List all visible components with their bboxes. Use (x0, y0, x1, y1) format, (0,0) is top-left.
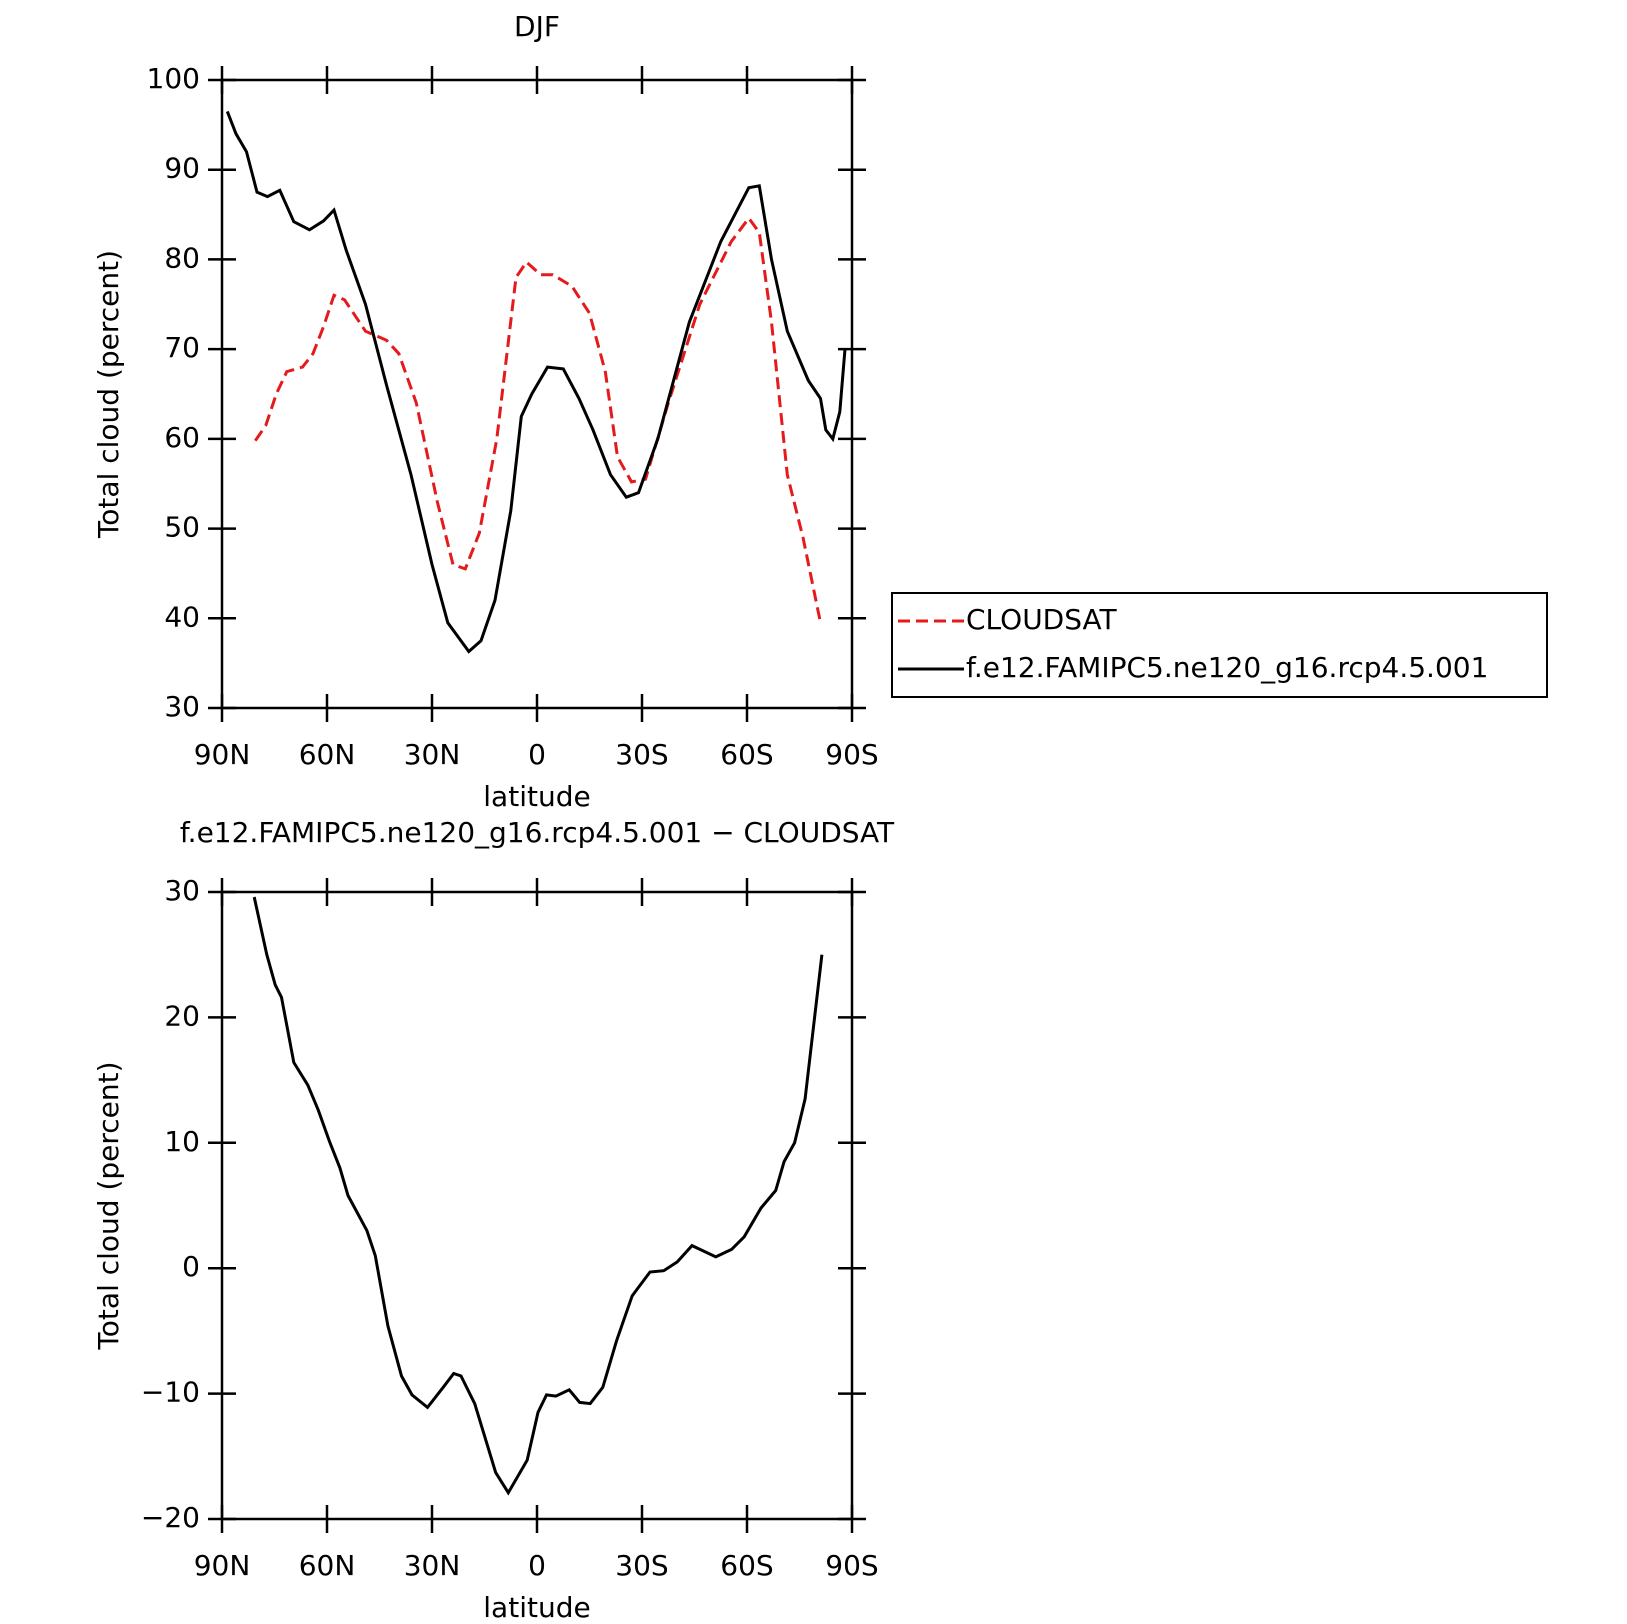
plot-frame (220, 890, 854, 1521)
y-tick-label: 0 (182, 1250, 200, 1283)
x-axis-label: latitude (483, 1591, 590, 1624)
y-tick-label: 100 (147, 62, 200, 95)
x-tick-label: 90N (194, 738, 251, 771)
legend-label: CLOUDSAT (966, 603, 1118, 636)
y-tick-label: 30 (164, 690, 200, 723)
x-tick-label: 90S (825, 1549, 878, 1582)
x-tick-label: 30N (404, 1549, 461, 1582)
y-tick-label: 90 (164, 152, 200, 185)
data-line (254, 215, 822, 624)
y-axis-label: Total cloud (percent) (92, 250, 125, 539)
y-tick-label: 70 (164, 331, 200, 364)
x-tick-label: 0 (528, 1549, 546, 1582)
legend-label: f.e12.FAMIPC5.ne120_g16.rcp4.5.001 (966, 651, 1488, 684)
x-tick-label: 60N (299, 738, 356, 771)
chart-title: f.e12.FAMIPC5.ne120_g16.rcp4.5.001 − CLO… (180, 816, 895, 849)
x-tick-label: 90N (194, 1549, 251, 1582)
x-axis-label: latitude (483, 780, 590, 813)
y-tick-label: 20 (164, 999, 200, 1032)
x-tick-label: 30S (615, 1549, 668, 1582)
x-tick-label: 60S (720, 1549, 773, 1582)
x-tick-label: 30S (615, 738, 668, 771)
y-axis-label: Total cloud (percent) (92, 1061, 125, 1350)
y-tick-label: 60 (164, 421, 200, 454)
y-tick-label: 30 (164, 874, 200, 907)
data-line (252, 896, 824, 1496)
y-tick-label: −20 (141, 1501, 200, 1534)
x-tick-label: 30N (404, 738, 461, 771)
y-tick-label: 40 (164, 600, 200, 633)
x-tick-label: 0 (528, 738, 546, 771)
x-tick-label: 60S (720, 738, 773, 771)
x-tick-label: 60N (299, 1549, 356, 1582)
y-tick-label: 80 (164, 241, 200, 274)
data-line (225, 110, 847, 654)
plot-frame (220, 78, 854, 710)
y-tick-label: 10 (164, 1125, 200, 1158)
x-tick-label: 90S (825, 738, 878, 771)
y-tick-label: −10 (141, 1376, 200, 1409)
legend-box (891, 592, 1548, 698)
chart-title: DJF (514, 10, 560, 43)
y-tick-label: 50 (164, 511, 200, 544)
